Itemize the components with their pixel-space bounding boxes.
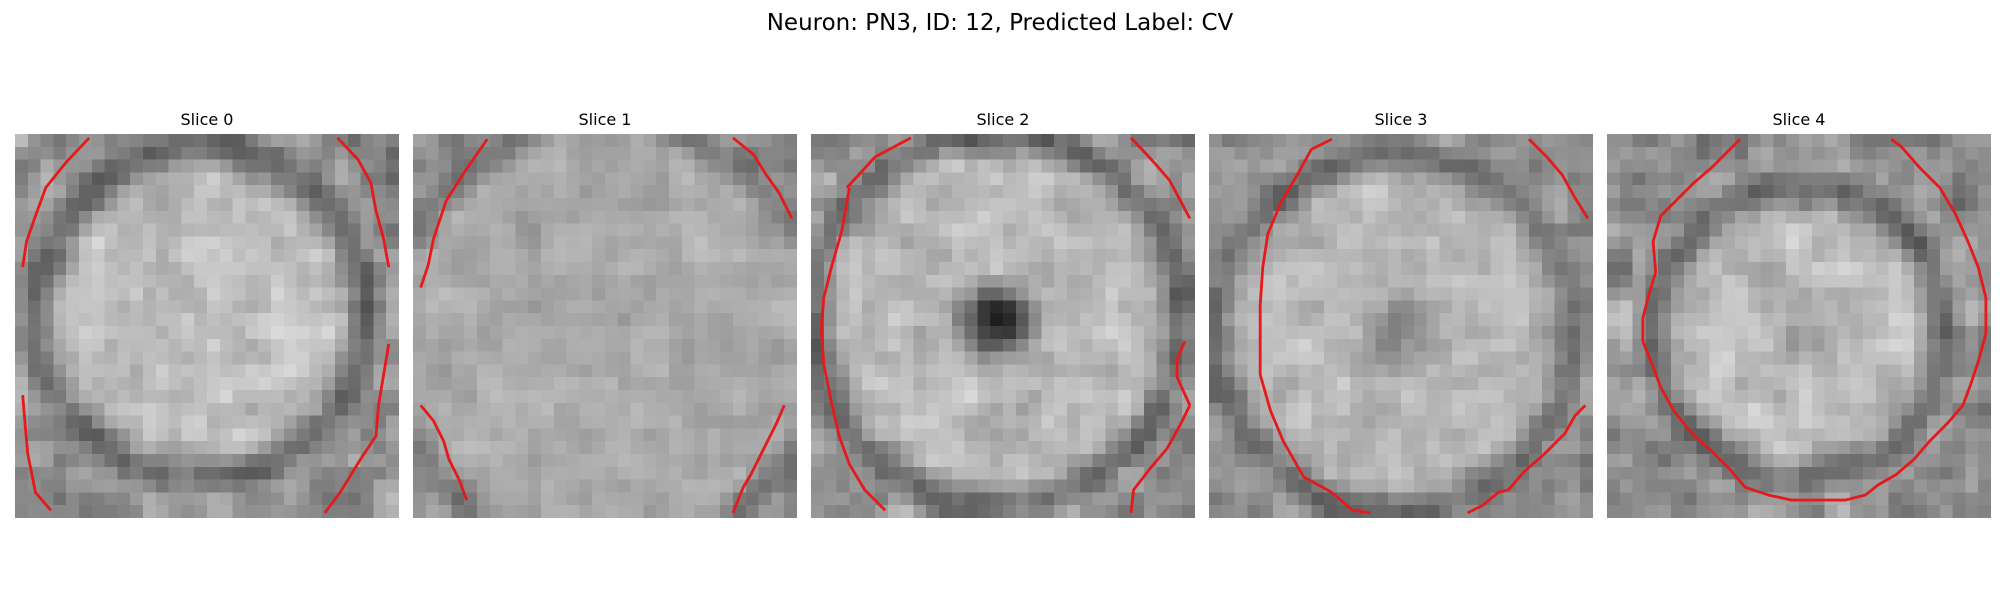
slice-image: [1607, 134, 1991, 518]
segmentation-contour: [419, 404, 469, 501]
slice-title: Slice 1: [578, 110, 632, 129]
slice-title: Slice 0: [180, 110, 234, 129]
segmentation-contour: [731, 404, 786, 514]
segmentation-contour: [1258, 137, 1371, 515]
segmentation-contour: [845, 136, 912, 189]
segmentation-contour: [1175, 340, 1192, 406]
segmentation-contour: [1528, 138, 1590, 220]
segmentation-contour: [323, 343, 391, 514]
segmentation-contour: [819, 187, 887, 512]
segmentation-contour: [21, 395, 52, 512]
slice-image: [413, 134, 797, 518]
segmentation-contour: [1129, 136, 1192, 220]
slice-image: [15, 134, 399, 518]
figure-title: Neuron: PN3, ID: 12, Predicted Label: CV: [766, 10, 1234, 36]
slice-image: [811, 134, 1195, 518]
slice-title: Slice 3: [1374, 110, 1428, 129]
segmentation-contour: [1641, 137, 1988, 502]
slice-title: Slice 2: [976, 110, 1030, 129]
segmentation-contour: [336, 136, 391, 268]
segmentation-contour: [1466, 404, 1587, 515]
slice-title: Slice 4: [1772, 110, 1826, 129]
segmentation-contour: [419, 138, 489, 289]
segmentation-contour: [732, 136, 794, 220]
slice-image: [1209, 134, 1593, 518]
segmentation-contour: [21, 136, 91, 268]
segmentation-contour: [1129, 404, 1192, 514]
